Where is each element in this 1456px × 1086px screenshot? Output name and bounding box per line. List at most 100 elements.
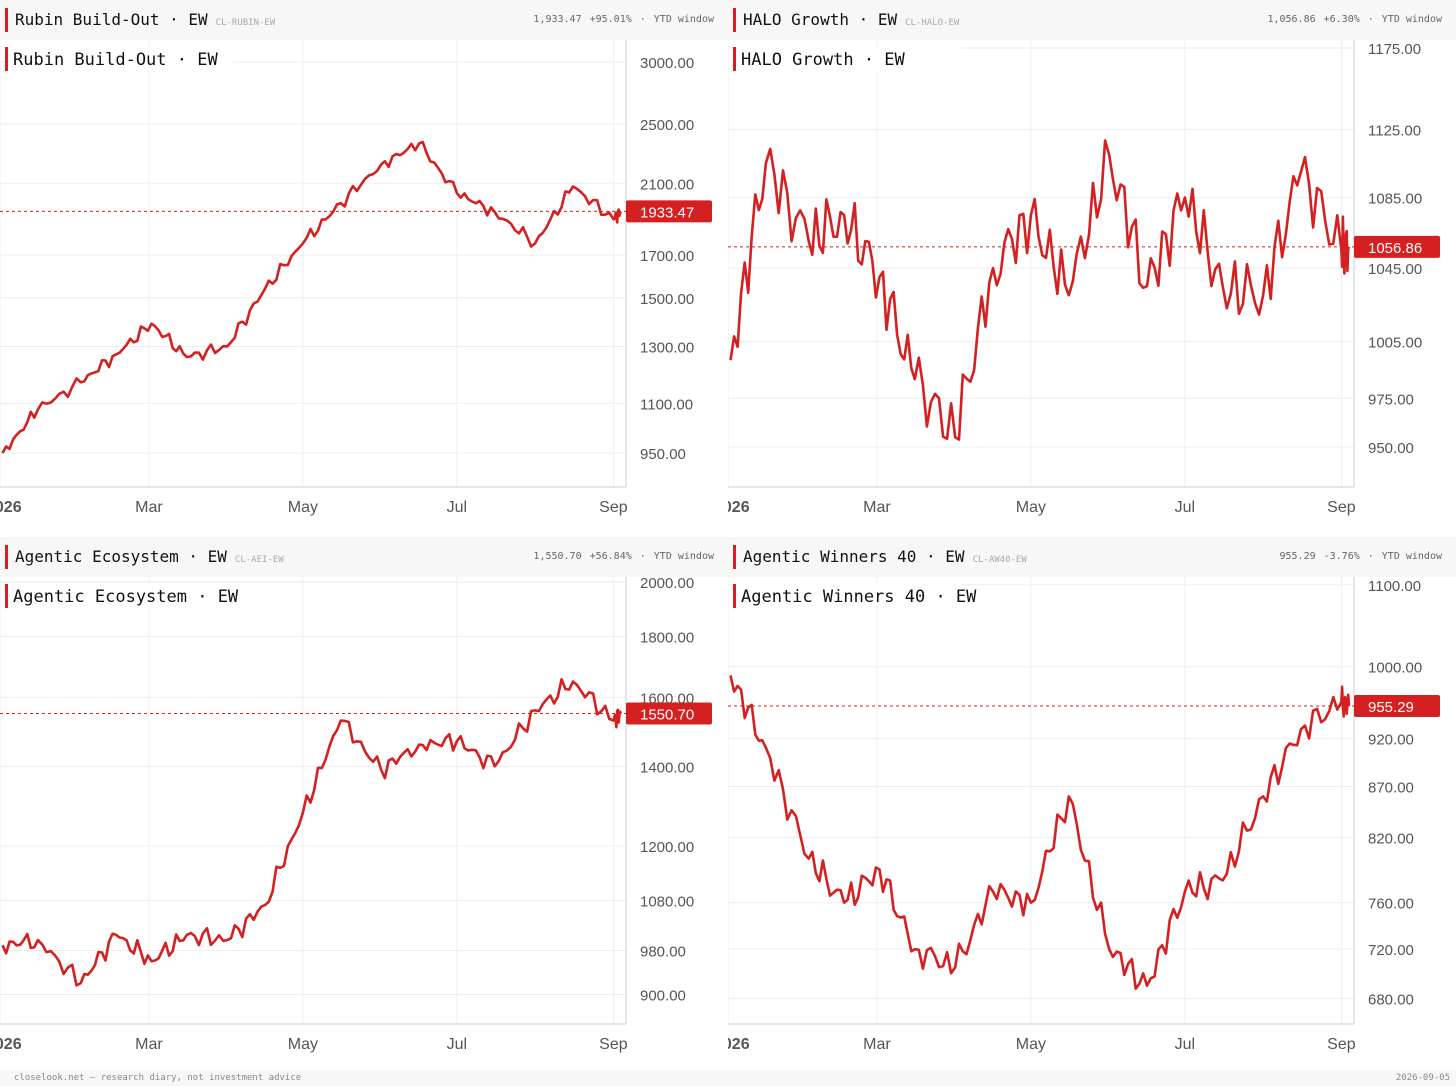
chart-title-bar <box>733 584 736 608</box>
y-tick-label: 1500.00 <box>640 291 694 308</box>
panel-header: Agentic Ecosystem · EW CL-AEI-EW 1,550.70… <box>0 537 728 577</box>
chart-title: HALO Growth · EW <box>741 50 906 70</box>
panel-ticker: CL-HALO-EW <box>905 18 960 28</box>
panel-stats: 1,056.86 +6.30% · YTD window <box>1259 14 1442 25</box>
panel-value: 1,056.86 <box>1267 14 1316 25</box>
stats-separator: · <box>639 14 646 25</box>
y-tick-label: 680.00 <box>1368 991 1414 1008</box>
y-tick-label: 900.00 <box>640 987 686 1004</box>
accent-bar <box>733 545 736 569</box>
chart-background <box>0 577 728 1074</box>
y-tick-label: 975.00 <box>1368 391 1414 408</box>
panel-title-text: Agentic Ecosystem · EW <box>15 547 227 566</box>
y-tick-label: 720.00 <box>1368 942 1414 959</box>
panel-value: 1,933.47 <box>533 14 582 25</box>
chart-background <box>728 577 1456 1074</box>
panel-window: YTD window <box>1381 14 1442 25</box>
y-tick-label: 1100.00 <box>640 396 693 413</box>
y-tick-label: 1700.00 <box>640 248 694 265</box>
stats-separator: · <box>1367 551 1374 562</box>
y-tick-label: 950.00 <box>640 446 686 463</box>
panel-ticker: CL-AW40-EW <box>972 555 1027 565</box>
x-tick-label: 2026 <box>728 1036 750 1053</box>
last-value-label: 955.29 <box>1368 699 1414 716</box>
x-tick-label: May <box>1016 1036 1046 1053</box>
chart-title-backdrop <box>736 47 961 71</box>
chart-title-backdrop <box>8 584 233 608</box>
panel-change: +95.01% <box>589 14 632 25</box>
panel-agentic-winners: Agentic Winners 40 · EW CL-AW40-EW 955.29… <box>728 537 1456 1074</box>
x-tick-label: Sep <box>599 499 628 516</box>
x-tick-label: Sep <box>1327 499 1356 516</box>
x-tick-label: Jul <box>1175 499 1195 516</box>
y-tick-label: 1080.00 <box>640 893 694 910</box>
chart-title-bar <box>5 584 8 608</box>
panel-window: YTD window <box>653 551 714 562</box>
series-line <box>1 140 623 454</box>
accent-bar <box>5 545 8 569</box>
panel-title: Agentic Ecosystem · EW CL-AEI-EW <box>15 547 284 566</box>
y-tick-label: 820.00 <box>1368 830 1414 847</box>
last-value-badge <box>1354 695 1440 718</box>
y-tick-label: 2500.00 <box>640 117 694 134</box>
panel-agentic-ecosystem: Agentic Ecosystem · EW CL-AEI-EW 1,550.70… <box>0 537 728 1074</box>
panel-change: +6.30% <box>1323 14 1360 25</box>
y-tick-label: 1085.00 <box>1368 191 1422 208</box>
panel-stats: 1,550.70 +56.84% · YTD window <box>525 551 714 562</box>
x-tick-label: Sep <box>1327 1036 1356 1053</box>
x-tick-label: May <box>288 1036 318 1053</box>
panel-header: Agentic Winners 40 · EW CL-AW40-EW 955.29… <box>728 537 1456 577</box>
panel-value: 955.29 <box>1279 551 1316 562</box>
y-tick-label: 1200.00 <box>640 839 694 856</box>
chart-title-backdrop <box>736 584 961 608</box>
panel-stats: 1,933.47 +95.01% · YTD window <box>525 14 714 25</box>
chart-title-backdrop <box>8 47 233 71</box>
panel-window: YTD window <box>653 14 714 25</box>
x-tick-label: Sep <box>599 1036 628 1053</box>
stats-separator: · <box>1367 14 1374 25</box>
panel-change: -3.76% <box>1323 551 1360 562</box>
y-tick-label: 1300.00 <box>640 339 694 356</box>
y-tick-label: 1000.00 <box>1368 660 1422 677</box>
x-tick-label: May <box>288 499 318 516</box>
panel-rubin: Rubin Build-Out · EW CL-RUBIN-EW 1,933.47… <box>0 0 728 537</box>
line-chart: 950.00 1100.00 1300.00 1500.00 1700.00 2100.0… <box>0 40 728 537</box>
panel-title: Rubin Build-Out · EW CL-RUBIN-EW <box>15 10 275 29</box>
x-tick-label: 2026 <box>0 499 22 516</box>
y-tick-label: 2000.00 <box>640 577 694 592</box>
last-value-label: 1056.86 <box>1368 240 1422 257</box>
y-tick-label: 1045.00 <box>1368 261 1422 278</box>
x-tick-label: Jul <box>447 499 467 516</box>
line-chart: 900.00980.001080.001200.001400.001600.00… <box>0 577 728 1074</box>
panel-halo: HALO Growth · EW CL-HALO-EW 1,056.86 +6.30… <box>728 0 1456 537</box>
y-tick-label: 1005.00 <box>1368 334 1422 351</box>
chart-title: Rubin Build-Out · EW <box>13 50 218 70</box>
panel-title: Agentic Winners 40 · EW CL-AW40-EW <box>743 547 1027 566</box>
last-value-badge <box>1354 235 1440 258</box>
x-tick-label: 2026 <box>0 1036 22 1053</box>
panel-header: HALO Growth · EW CL-HALO-EW 1,056.86 +6.30… <box>728 0 1456 40</box>
chart-title-bar <box>5 47 8 71</box>
x-tick-label: Mar <box>135 499 163 516</box>
footer-disclaimer: closelook.net — research diary, not inve… <box>14 1073 302 1083</box>
panel-ticker: CL-AEI-EW <box>234 555 284 565</box>
last-value-badge <box>626 200 712 223</box>
chart-background <box>0 40 728 537</box>
chart-title-bar <box>733 47 736 71</box>
last-value-label: 1933.47 <box>640 204 694 221</box>
footer: closelook.net — research diary, not inve… <box>0 1070 1456 1086</box>
y-tick-label: 1100.00 <box>1368 578 1421 595</box>
x-tick-label: 2026 <box>728 499 750 516</box>
x-tick-label: Jul <box>1175 1036 1195 1053</box>
y-tick-label: 950.00 <box>1368 440 1414 457</box>
chart-title: Agentic Ecosystem · EW <box>13 587 239 607</box>
x-tick-label: Mar <box>863 1036 891 1053</box>
panel-stats: 955.29 -3.76% · YTD window <box>1272 551 1443 562</box>
line-chart: 950.00 975.00 1005.00 1045.00 1085.00 1125.00… <box>728 40 1456 537</box>
y-tick-label: 3000.00 <box>640 55 694 72</box>
x-tick-label: Mar <box>863 499 891 516</box>
last-value-badge <box>626 702 712 725</box>
panel-title: HALO Growth · EW CL-HALO-EW <box>743 10 959 29</box>
series-line <box>729 139 1351 441</box>
y-tick-label: 1800.00 <box>640 630 694 647</box>
